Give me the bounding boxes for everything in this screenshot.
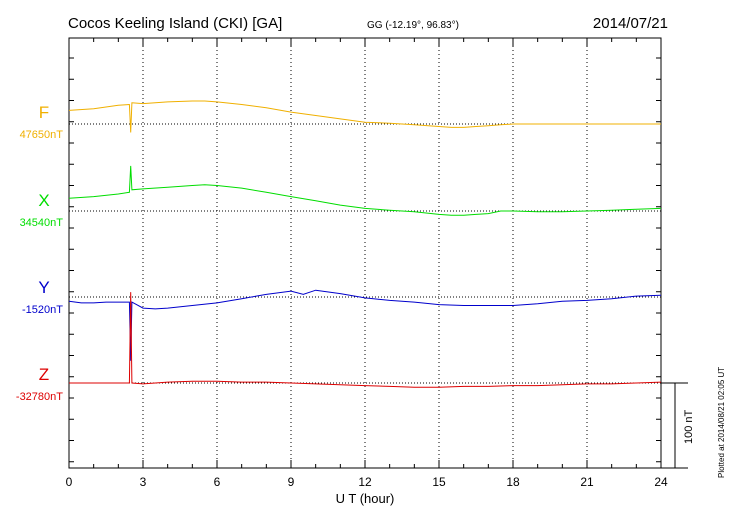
baseline-value-z: -32780nT [16, 391, 63, 403]
station-title: Cocos Keeling Island (CKI) [GA] [68, 15, 282, 32]
x-tick-labels: 0 3 6 9 12 15 18 21 24 [66, 475, 668, 489]
component-label-x: X [38, 191, 49, 210]
series-line-y [68, 289, 662, 361]
baseline-value-x: 34540nT [20, 217, 64, 229]
component-labels: F 47650nT X 34540nT Y -1520nT Z -32780nT [16, 103, 63, 403]
scale-bar-label: 100 nT [683, 409, 695, 444]
x-tick-label: 21 [580, 475, 594, 489]
component-label-f: F [39, 103, 49, 122]
grid-lines [142, 38, 588, 468]
station-coordinates: GG (-12.19°, 96.83°) [367, 20, 459, 31]
series-lines [68, 100, 662, 388]
series-line-z [69, 292, 662, 388]
chart-date: 2014/07/21 [593, 15, 668, 32]
series-line-f [68, 100, 661, 133]
component-label-z: Z [39, 365, 49, 384]
x-tick-label: 3 [140, 475, 147, 489]
x-tick-label: 24 [654, 475, 668, 489]
scale-bar: 100 nT [661, 382, 695, 469]
x-tick-label: 15 [432, 475, 446, 489]
x-tick-label: 6 [214, 475, 221, 489]
component-label-y: Y [38, 278, 49, 297]
baseline-value-f: 47650nT [20, 129, 64, 141]
axis-ticks [68, 38, 662, 468]
x-tick-label: 18 [506, 475, 520, 489]
x-axis-label: U T (hour) [336, 491, 395, 506]
x-tick-label: 9 [288, 475, 295, 489]
plotted-timestamp: Plotted at 2014/08/21 02:05 UT [717, 367, 726, 478]
baseline-value-y: -1520nT [22, 304, 63, 316]
x-tick-label: 12 [358, 475, 372, 489]
x-tick-label: 0 [66, 475, 73, 489]
series-line-x [68, 165, 662, 216]
